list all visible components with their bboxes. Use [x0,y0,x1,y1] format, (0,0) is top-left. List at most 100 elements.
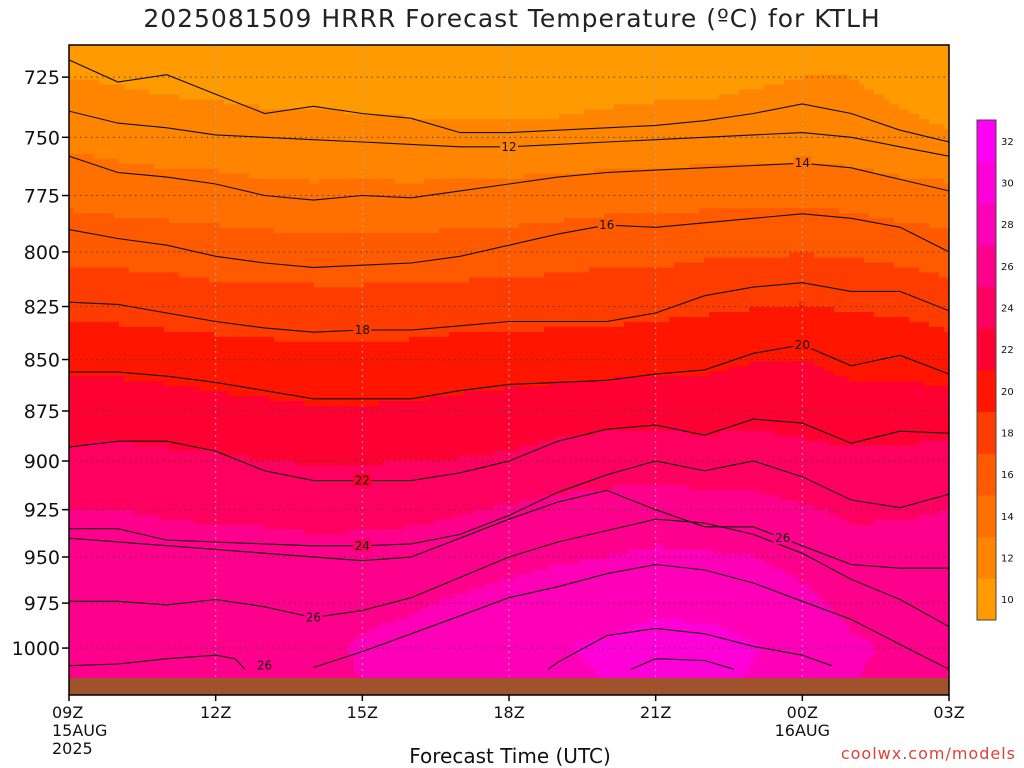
field-cell [94,213,100,219]
field-cell [79,238,85,244]
field-cell [89,559,95,565]
field-cell [74,139,80,145]
field-cell [94,584,100,590]
field-cell [69,426,75,432]
field-cell [99,480,105,486]
field-cell [104,139,110,145]
field-cell [74,381,80,387]
field-cell [69,124,75,130]
field-cell [109,604,115,610]
field-cell [89,362,95,368]
field-cell [104,352,110,358]
field-cell [99,277,105,283]
field-cell [109,188,115,194]
field-cell [99,396,105,402]
field-cell [89,287,95,293]
field-cell [104,213,110,219]
field-cell [114,193,120,199]
field-cell [89,129,95,135]
field-cell [104,208,110,214]
field-cell [109,589,115,595]
field-cell [99,366,105,372]
field-cell [104,238,110,244]
field-cell [84,658,90,664]
field-cell [84,332,90,338]
field-cell [69,149,75,155]
field-cell [74,45,80,51]
field-cell [109,213,115,219]
field-cell [79,431,85,437]
field-cell [109,292,115,298]
field-cell [89,198,95,204]
field-cell [74,455,80,461]
field-cell [89,139,95,145]
field-cell [109,465,115,471]
field-cell [104,386,110,392]
field-cell [69,451,75,457]
field-cell [104,441,110,447]
field-cell [104,50,110,56]
field-cell [104,129,110,135]
field-cell [79,658,85,664]
field-cell [84,243,90,249]
field-cell [89,188,95,194]
field-cell [109,396,115,402]
field-cell [79,55,85,61]
field-cell [109,619,115,625]
field-cell [69,609,75,615]
field-cell [79,80,85,86]
field-cell [104,609,110,615]
field-cell [69,540,75,546]
field-cell [89,465,95,471]
field-cell [89,223,95,229]
field-cell [99,272,105,278]
field-cell [99,327,105,333]
field-cell [114,203,120,209]
field-cell [104,179,110,185]
chart-canvas: 12141618202224262626 7257507758008258508… [0,0,1024,768]
field-cell [104,268,110,274]
field-cell [74,292,80,298]
field-cell [69,525,75,531]
field-cell [79,119,85,125]
field-cell [109,638,115,644]
field-cell [94,648,100,654]
field-cell [94,248,100,254]
field-cell [79,436,85,442]
field-cell [94,99,100,105]
field-cell [79,406,85,412]
field-cell [89,624,95,630]
field-cell [84,99,90,105]
field-cell [114,50,120,56]
field-cell [109,421,115,427]
field-cell [79,381,85,387]
field-cell [84,213,90,219]
field-cell [109,535,115,541]
field-cell [109,431,115,437]
field-cell [109,525,115,531]
field-cell [69,485,75,491]
field-cell [104,381,110,387]
field-cell [84,530,90,536]
field-cell [74,198,80,204]
field-cell [69,530,75,536]
field-cell [94,624,100,630]
field-cell [104,366,110,372]
field-cell [79,218,85,224]
field-cell [69,183,75,189]
field-cell [99,609,105,615]
field-cell [89,376,95,382]
field-cell [89,149,95,155]
field-cell [79,411,85,417]
field-cell [74,327,80,333]
field-cell [99,174,105,180]
field-cell [94,391,100,397]
field-cell [84,129,90,135]
field-cell [114,55,120,61]
field-cell [104,520,110,526]
field-cell [109,129,115,135]
field-cell [74,485,80,491]
field-cell [74,614,80,620]
field-cell [69,604,75,610]
field-cell [99,129,105,135]
